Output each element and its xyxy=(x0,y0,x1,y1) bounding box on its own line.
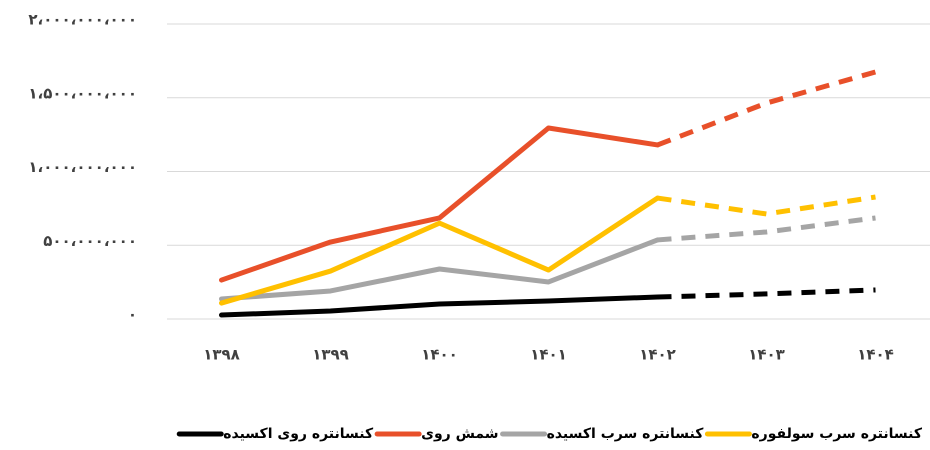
legend-label: کنسانتره روی اکسیده xyxy=(223,426,374,442)
series-line-dashed xyxy=(656,69,877,148)
legend-label: شمش روی xyxy=(421,426,498,442)
x-tick-label: ۱۴۰۳ xyxy=(748,346,785,364)
y-tick-label: ۱،۰۰۰،۰۰۰،۰۰۰ xyxy=(28,158,137,176)
y-tick-label: ۵۰۰،۰۰۰،۰۰۰ xyxy=(43,232,137,250)
series-line xyxy=(219,125,660,283)
legend-label: کنسانتره سرب سولفوره xyxy=(751,426,922,442)
x-tick-label: ۱۳۹۸ xyxy=(203,346,240,364)
x-tick-label: ۱۴۰۲ xyxy=(639,346,676,364)
y-tick-label: ۱،۵۰۰،۰۰۰،۰۰۰ xyxy=(28,84,137,102)
series-line xyxy=(219,294,660,318)
x-tick-label: ۱۴۰۰ xyxy=(421,346,458,364)
y-tick-label: ۲،۰۰۰،۰۰۰،۰۰۰ xyxy=(28,11,137,29)
series-line-dashed xyxy=(657,215,876,243)
y-tick-label: ۰ xyxy=(128,306,137,324)
x-tick-label: ۱۴۰۴ xyxy=(857,346,894,364)
series-line-dashed xyxy=(657,287,876,300)
legend-label: کنسانتره سرب اکسیده xyxy=(547,426,705,442)
series-line xyxy=(219,237,660,302)
x-tick-label: ۱۴۰۱ xyxy=(530,346,567,364)
x-tick-label: ۱۳۹۹ xyxy=(312,346,349,364)
series-line xyxy=(219,195,660,306)
series-line-dashed xyxy=(657,194,876,217)
